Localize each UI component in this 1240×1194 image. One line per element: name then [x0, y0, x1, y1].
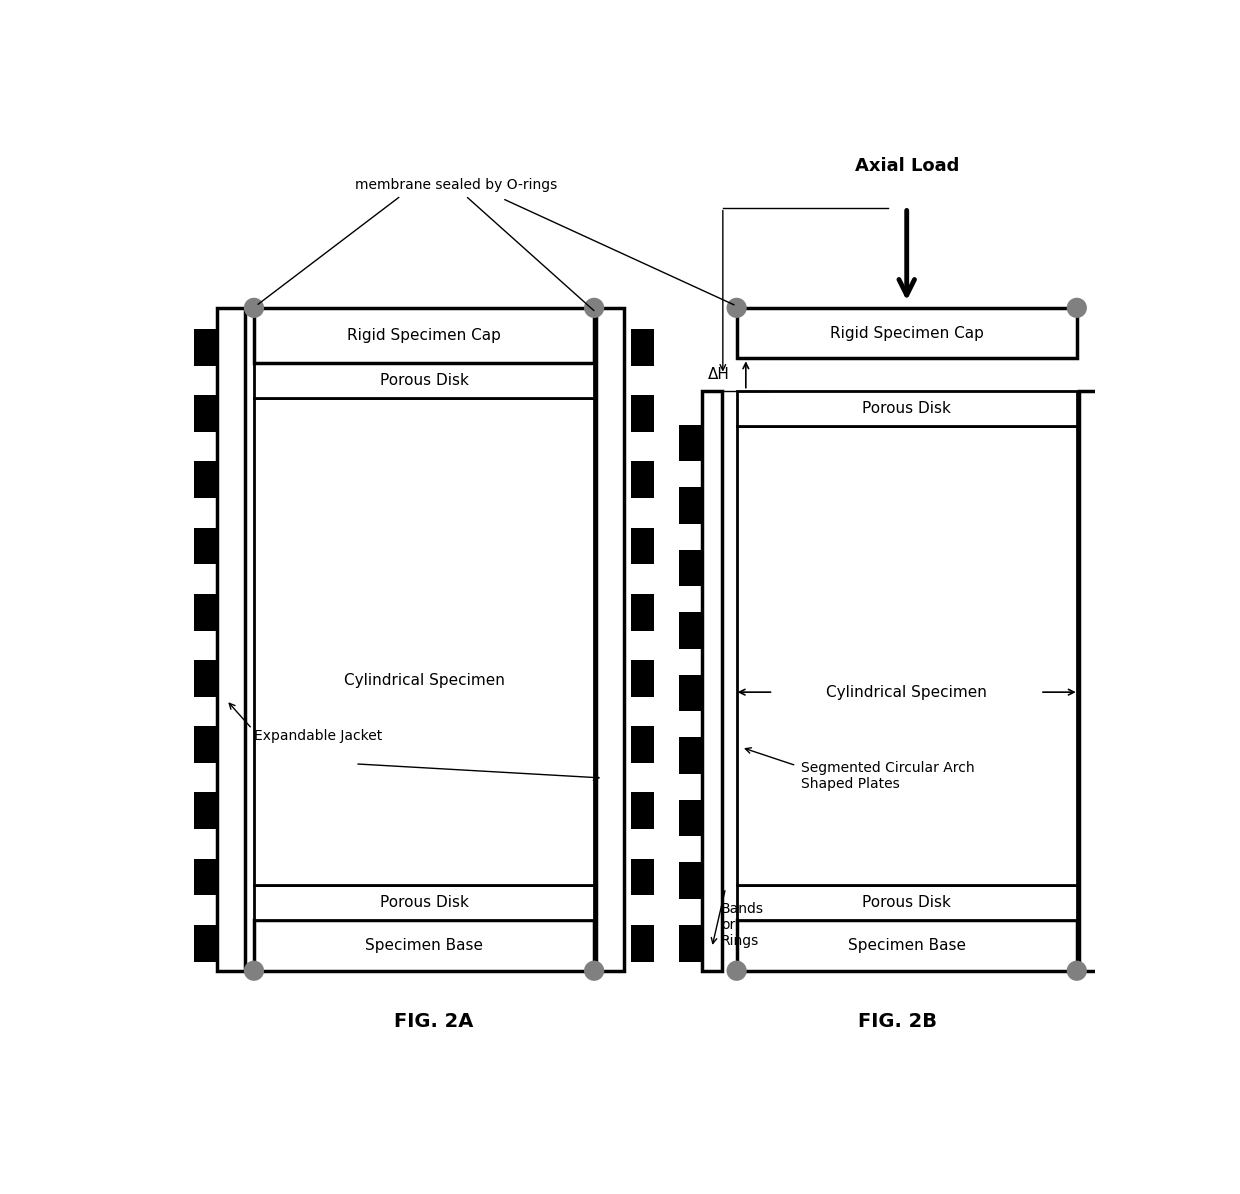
Text: Porous Disk: Porous Disk: [379, 896, 469, 910]
Bar: [702, 390, 722, 971]
Bar: [217, 308, 244, 971]
Bar: [678, 800, 702, 837]
Bar: [737, 885, 1076, 921]
Bar: [631, 461, 653, 498]
Bar: [631, 793, 653, 829]
Text: Specimen Base: Specimen Base: [365, 938, 484, 953]
Circle shape: [244, 297, 264, 318]
Bar: [195, 395, 217, 432]
Bar: [254, 398, 594, 885]
Text: Cylindrical Specimen: Cylindrical Specimen: [343, 673, 505, 688]
Bar: [1099, 800, 1122, 837]
Text: FIG. 2A: FIG. 2A: [393, 1011, 472, 1030]
Bar: [1099, 487, 1122, 524]
Text: Segmented Circular Arch
Shaped Plates: Segmented Circular Arch Shaped Plates: [801, 761, 975, 792]
Circle shape: [584, 297, 604, 318]
Text: FIG. 2B: FIG. 2B: [858, 1011, 937, 1030]
Text: Cylindrical Specimen: Cylindrical Specimen: [826, 684, 987, 700]
Bar: [195, 924, 217, 961]
Bar: [254, 921, 594, 971]
Text: Rigid Specimen Cap: Rigid Specimen Cap: [347, 328, 501, 343]
Bar: [737, 390, 1076, 425]
Bar: [1099, 675, 1122, 712]
Bar: [631, 924, 653, 961]
Text: Rigid Specimen Cap: Rigid Specimen Cap: [830, 326, 983, 340]
Bar: [737, 308, 1076, 358]
Bar: [678, 549, 702, 586]
Bar: [1079, 390, 1099, 971]
Bar: [631, 528, 653, 565]
Text: ΔH: ΔH: [707, 367, 729, 382]
Circle shape: [1066, 297, 1087, 318]
Bar: [1099, 862, 1122, 899]
Bar: [737, 921, 1076, 971]
Bar: [254, 308, 594, 363]
Circle shape: [727, 297, 746, 318]
Text: Axial Load: Axial Load: [854, 158, 959, 176]
Bar: [678, 675, 702, 712]
Bar: [1099, 737, 1122, 774]
Bar: [631, 726, 653, 763]
Bar: [195, 528, 217, 565]
Bar: [631, 330, 653, 365]
Bar: [631, 395, 653, 432]
Text: membrane sealed by O-rings: membrane sealed by O-rings: [355, 178, 557, 192]
Circle shape: [727, 961, 746, 980]
Bar: [254, 885, 594, 921]
Bar: [631, 660, 653, 697]
Text: Bands
or
Rings: Bands or Rings: [720, 901, 764, 948]
Bar: [195, 793, 217, 829]
Bar: [1099, 425, 1122, 461]
Bar: [195, 726, 217, 763]
Bar: [678, 613, 702, 650]
Bar: [678, 425, 702, 461]
Bar: [678, 737, 702, 774]
Bar: [1099, 613, 1122, 650]
Text: Specimen Base: Specimen Base: [848, 938, 966, 953]
Bar: [195, 461, 217, 498]
Bar: [596, 308, 624, 971]
Bar: [678, 924, 702, 961]
Text: Porous Disk: Porous Disk: [862, 896, 951, 910]
Circle shape: [584, 961, 604, 980]
Bar: [195, 660, 217, 697]
Bar: [195, 858, 217, 896]
Bar: [678, 487, 702, 524]
Circle shape: [1066, 961, 1087, 980]
Text: Porous Disk: Porous Disk: [379, 373, 469, 388]
Text: Porous Disk: Porous Disk: [862, 400, 951, 416]
Bar: [254, 363, 594, 398]
Bar: [678, 862, 702, 899]
Bar: [195, 593, 217, 630]
Bar: [631, 593, 653, 630]
Bar: [1099, 924, 1122, 961]
Bar: [195, 330, 217, 365]
Bar: [631, 858, 653, 896]
Circle shape: [244, 961, 264, 980]
Bar: [1099, 549, 1122, 586]
Text: Expandable Jacket: Expandable Jacket: [254, 730, 382, 744]
Bar: [737, 425, 1076, 885]
